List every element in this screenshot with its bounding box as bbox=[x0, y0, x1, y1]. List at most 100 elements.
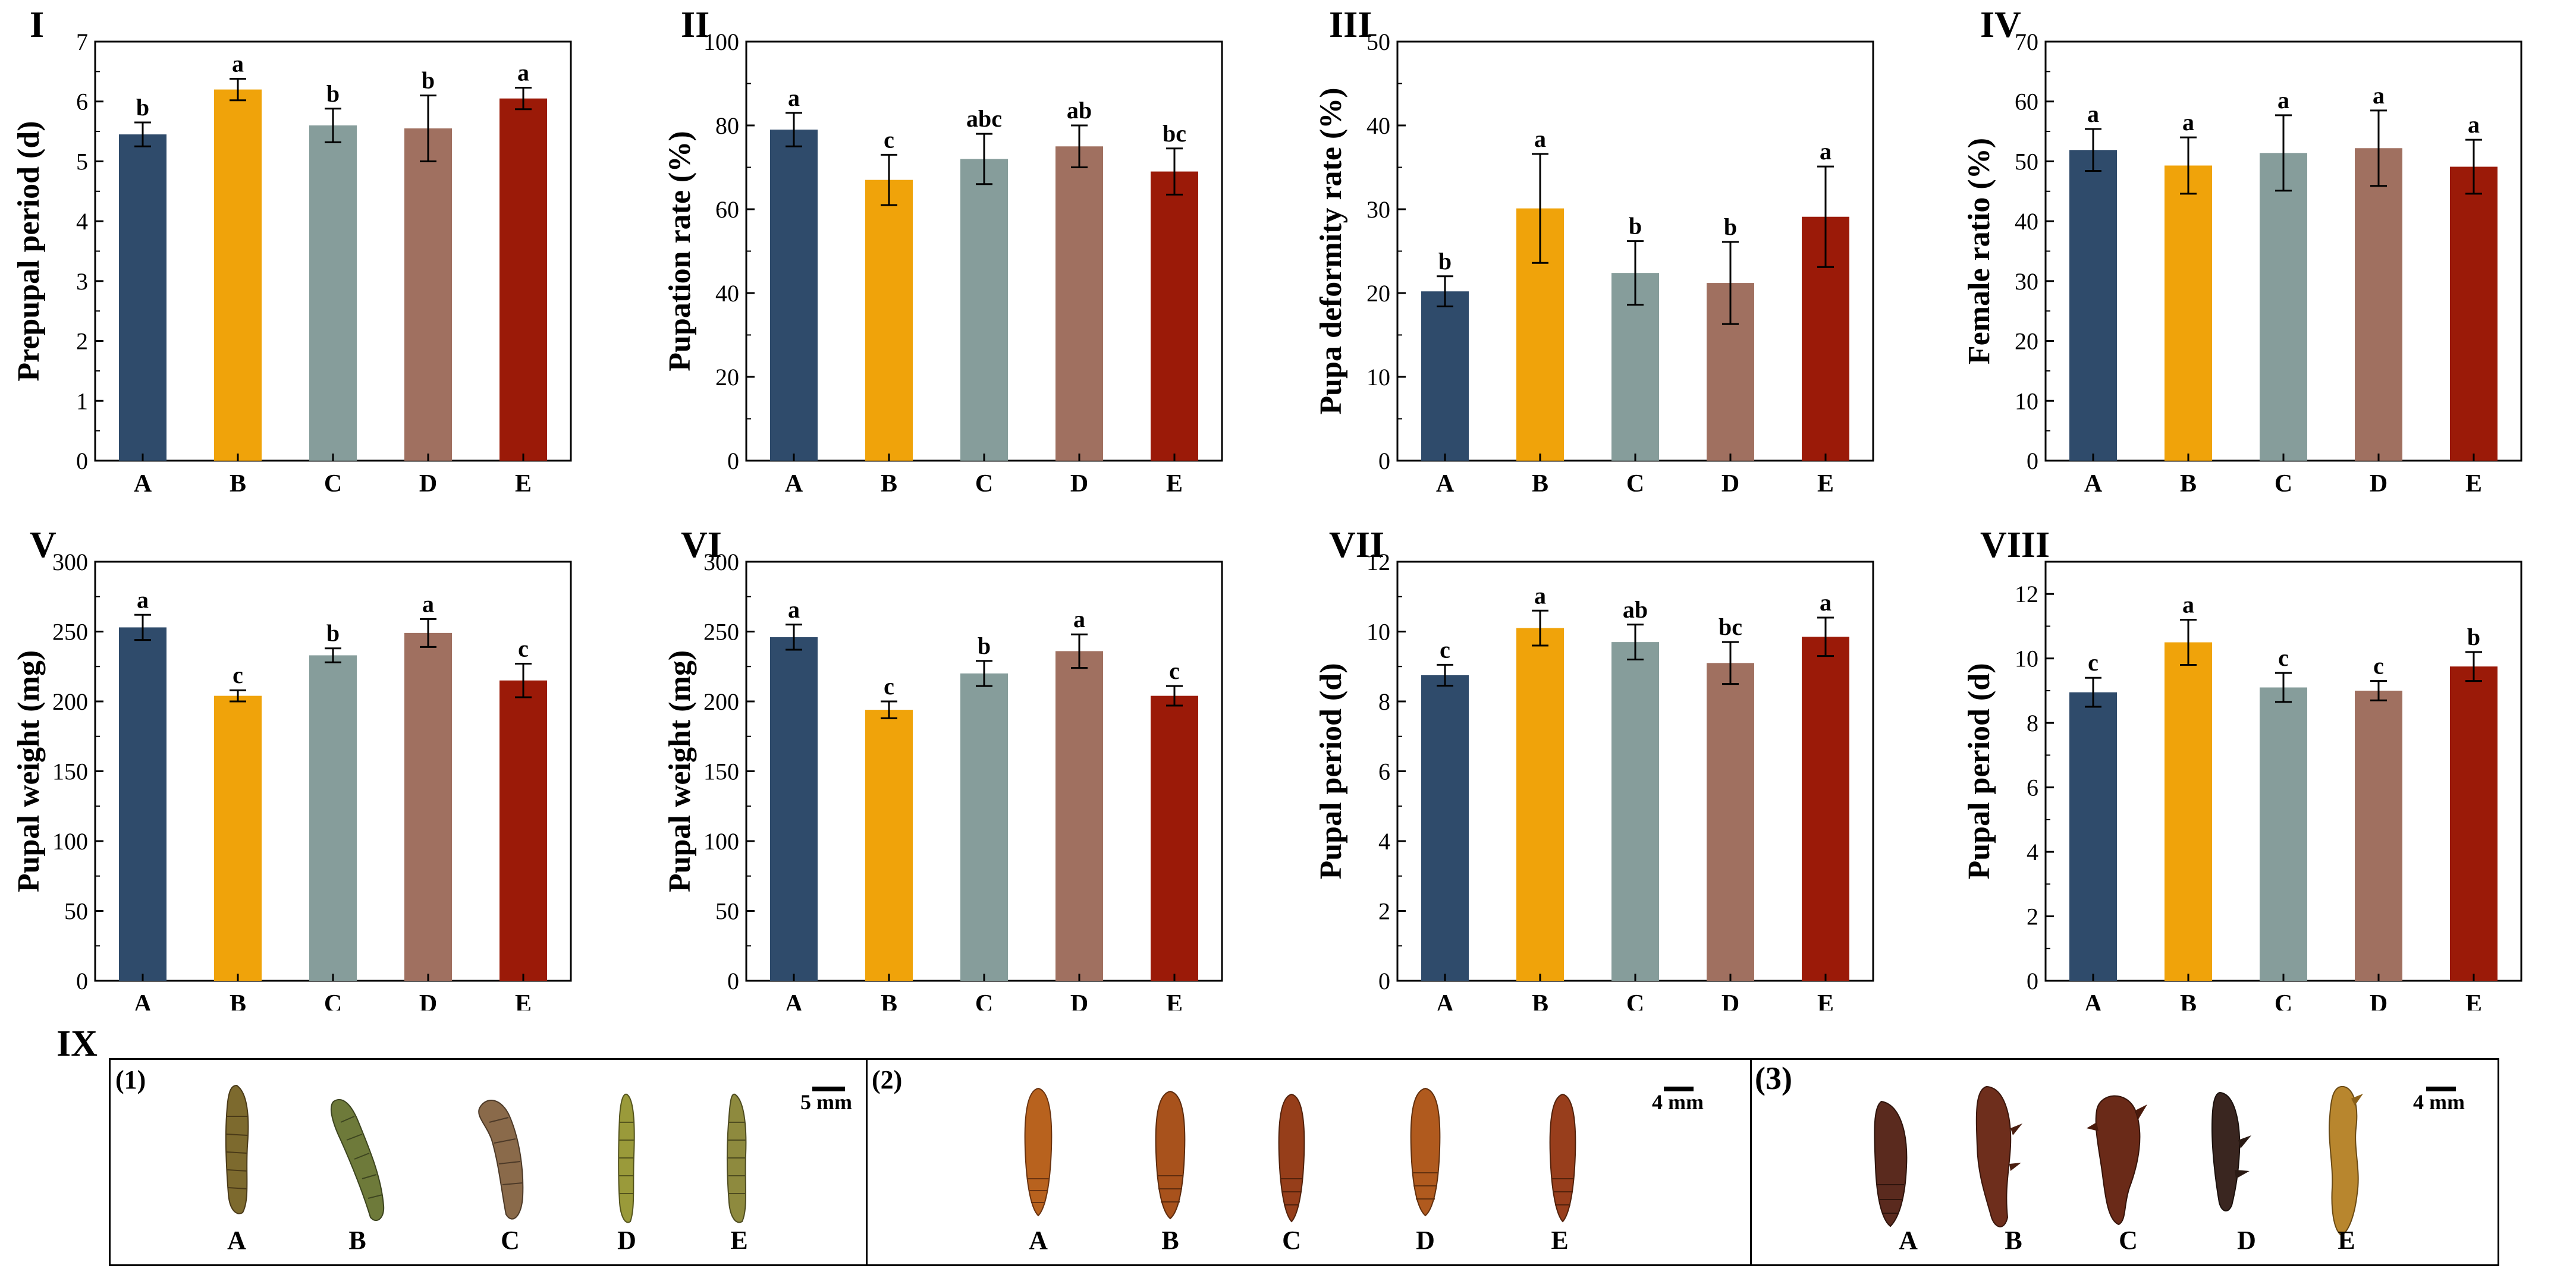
specimen-photo-panel: (1) 5 mm (2) 4 mm (3) 4 mm bbox=[109, 1058, 2499, 1266]
y-tick-label: 250 bbox=[52, 619, 88, 646]
x-tick-label: A bbox=[1436, 470, 1455, 498]
bar-d bbox=[1055, 651, 1103, 981]
y-tick-label: 20 bbox=[1366, 280, 1390, 307]
specimen-label: D bbox=[617, 1226, 636, 1255]
y-tick-label: 10 bbox=[1366, 619, 1390, 646]
scale-bar bbox=[2426, 1087, 2456, 1091]
x-tick-label: B bbox=[881, 470, 897, 498]
y-tick-label: 8 bbox=[2027, 710, 2038, 736]
specimen-label: A bbox=[1029, 1226, 1048, 1255]
deformed-pupa-image-e bbox=[2329, 1085, 2363, 1236]
panel-label: VI bbox=[681, 525, 722, 565]
significance-letter: b bbox=[978, 632, 991, 659]
bar-e bbox=[2450, 666, 2498, 981]
significance-letter: ab bbox=[1623, 596, 1648, 623]
y-tick-label: 50 bbox=[2015, 148, 2038, 175]
significance-letter: b bbox=[1724, 213, 1737, 240]
bar-b bbox=[865, 710, 913, 981]
y-tick-label: 100 bbox=[703, 828, 739, 855]
larva-image-b bbox=[331, 1098, 385, 1222]
x-tick-label: C bbox=[975, 470, 993, 498]
significance-letter: a bbox=[2373, 82, 2385, 109]
x-tick-label: B bbox=[230, 470, 246, 498]
x-tick-label: B bbox=[230, 990, 246, 1011]
significance-letter: b bbox=[422, 67, 435, 94]
bar-a bbox=[2069, 692, 2117, 981]
panel-label: I bbox=[30, 5, 44, 45]
section-number: (2) bbox=[872, 1065, 903, 1094]
specimen-label: A bbox=[227, 1226, 246, 1255]
bar-c bbox=[309, 125, 357, 461]
y-tick-label: 2 bbox=[2027, 904, 2038, 930]
bar-a bbox=[770, 130, 818, 461]
x-tick-label: D bbox=[2370, 990, 2387, 1011]
y-tick-label: 150 bbox=[52, 758, 88, 785]
significance-letter: a bbox=[788, 84, 800, 111]
x-tick-label: D bbox=[2370, 470, 2387, 498]
deformed-pupa-image-b bbox=[1975, 1085, 2022, 1227]
deformed-pupa-image-c bbox=[2087, 1095, 2147, 1226]
x-tick-label: B bbox=[2180, 990, 2197, 1011]
y-axis-label: Pupal weight (mg) bbox=[12, 650, 46, 892]
y-axis-label: Pupal period (d) bbox=[1962, 663, 1996, 879]
x-tick-label: E bbox=[515, 990, 532, 1011]
bar-a bbox=[119, 134, 167, 461]
scale-label: 5 mm bbox=[800, 1090, 852, 1114]
y-tick-label: 60 bbox=[2015, 89, 2038, 115]
y-tick-label: 0 bbox=[1378, 448, 1390, 474]
significance-letter: a bbox=[422, 590, 434, 617]
y-tick-label: 4 bbox=[2027, 839, 2038, 865]
x-tick-label: C bbox=[2275, 470, 2292, 498]
significance-letter: a bbox=[1534, 125, 1546, 152]
y-tick-label: 10 bbox=[2015, 646, 2038, 672]
x-tick-label: A bbox=[785, 990, 803, 1011]
bar-e bbox=[500, 98, 547, 461]
significance-letter: a bbox=[517, 59, 529, 86]
y-tick-label: 0 bbox=[727, 968, 739, 994]
x-tick-label: D bbox=[1070, 470, 1088, 498]
significance-letter: c bbox=[2278, 644, 2289, 671]
bar-e bbox=[500, 680, 547, 981]
significance-letter: c bbox=[1169, 657, 1180, 684]
panel-label: VII bbox=[1329, 525, 1384, 565]
y-tick-label: 0 bbox=[76, 448, 88, 474]
pupa-image-e bbox=[1549, 1093, 1576, 1223]
specimen-label: D bbox=[1416, 1226, 1435, 1255]
y-tick-label: 40 bbox=[715, 280, 739, 307]
x-tick-label: A bbox=[785, 470, 803, 498]
significance-letter: b bbox=[1629, 213, 1642, 240]
x-tick-label: A bbox=[2084, 990, 2103, 1011]
significance-letter: a bbox=[137, 586, 149, 613]
significance-letter: a bbox=[2277, 87, 2289, 114]
x-tick-label: C bbox=[324, 990, 342, 1011]
bar-d bbox=[404, 632, 452, 981]
photo-divider bbox=[866, 1060, 868, 1264]
bar-c bbox=[2260, 153, 2307, 461]
significance-letter: c bbox=[518, 635, 529, 662]
significance-letter: a bbox=[1534, 582, 1546, 609]
bar-c bbox=[960, 159, 1008, 461]
y-tick-label: 50 bbox=[1366, 29, 1390, 55]
bar-a bbox=[119, 627, 167, 981]
y-tick-label: 6 bbox=[76, 89, 88, 115]
y-tick-label: 0 bbox=[2027, 448, 2038, 474]
bar-c bbox=[1611, 642, 1659, 981]
significance-letter: a bbox=[2087, 100, 2099, 127]
x-tick-label: C bbox=[324, 470, 342, 498]
larva-image-d bbox=[618, 1093, 635, 1223]
y-tick-label: 300 bbox=[52, 549, 88, 575]
x-tick-label: B bbox=[1532, 990, 1548, 1011]
y-tick-label: 7 bbox=[76, 29, 88, 55]
bar-b bbox=[214, 89, 262, 461]
larva-image-a bbox=[225, 1084, 249, 1214]
pupa-image-b bbox=[1155, 1090, 1186, 1220]
specimen-label: D bbox=[2237, 1226, 2256, 1255]
specimen-label: C bbox=[2119, 1226, 2138, 1255]
specimen-label: E bbox=[730, 1226, 748, 1255]
significance-letter: b bbox=[326, 80, 340, 107]
y-tick-label: 20 bbox=[2015, 328, 2038, 355]
significance-letter: a bbox=[2468, 111, 2480, 138]
bar-b bbox=[2165, 165, 2212, 461]
x-tick-label: E bbox=[515, 470, 532, 498]
specimen-label: B bbox=[1161, 1226, 1179, 1255]
